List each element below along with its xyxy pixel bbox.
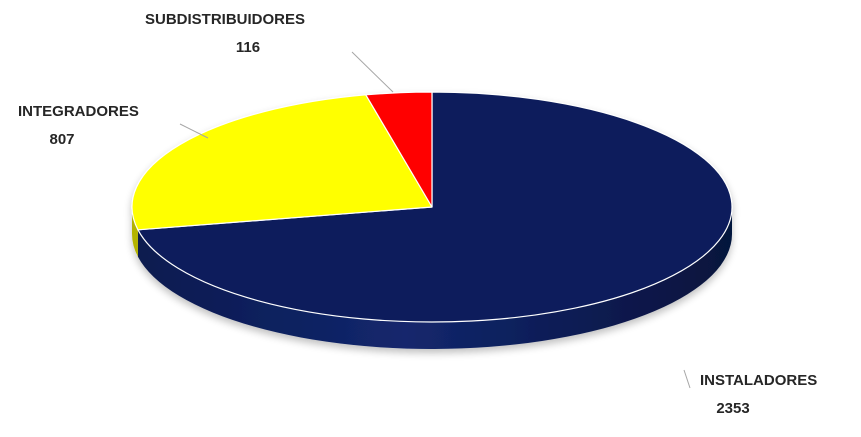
pie-labels: INSTALADORES 2353 INTEGRADORES 807 SUBDISTRI… <box>18 11 817 417</box>
leader-line-integradores <box>179 123 209 139</box>
data-label-name-subdistribuidores: SUBDISTRIBUIDORES <box>145 11 305 28</box>
pie-side-instaladores <box>137 207 733 349</box>
data-label-value-integradores: 807 <box>49 131 74 148</box>
pie-slice-instaladores <box>137 91 733 323</box>
leader-line-subdistribuidores <box>351 51 394 93</box>
data-label-name-integradores: INTEGRADORES <box>18 103 139 120</box>
pie-slice-integradores <box>131 94 433 231</box>
pie-body <box>131 91 733 349</box>
data-label-name-instaladores: INSTALADORES <box>700 372 817 389</box>
data-label-value-subdistribuidores: 116 <box>236 39 260 56</box>
data-label-value-instaladores: 2353 <box>716 400 749 417</box>
leader-line-instaladores <box>683 369 691 389</box>
pie-slice-subdistribuidores <box>365 91 433 208</box>
